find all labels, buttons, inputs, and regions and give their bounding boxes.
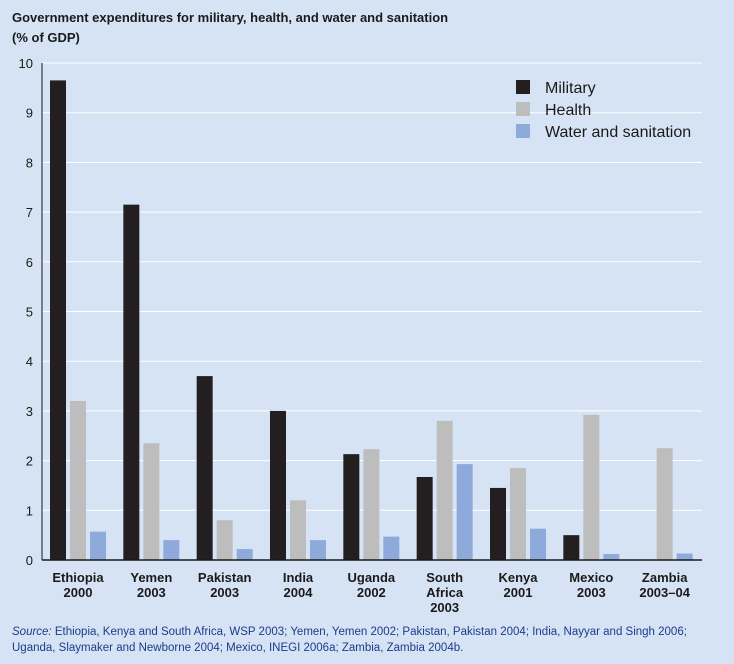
x-tick-label: Pakistan 2003 [198, 570, 252, 600]
bar-health-0 [70, 400, 86, 560]
x-tick-label: India 2004 [283, 570, 314, 600]
x-tick-label: Yemen 2003 [130, 570, 172, 600]
bar-health-6 [510, 468, 526, 560]
chart-title: Government expenditures for military, he… [12, 10, 449, 25]
source-note: Source: Ethiopia, Kenya and South Africa… [12, 624, 727, 656]
source-label: Source: [12, 626, 52, 638]
legend-label: Health [545, 102, 591, 119]
bar-military-2 [196, 376, 213, 560]
y-tick-label: 1 [26, 503, 33, 518]
bar-health-7 [583, 414, 600, 560]
bar-water-and-sanitation-0 [90, 531, 106, 560]
bar-health-8 [656, 448, 673, 560]
bar-water-and-sanitation-7 [603, 554, 620, 560]
x-tick-label: Uganda 2002 [347, 570, 395, 600]
bar-water-and-sanitation-6 [530, 528, 546, 560]
bar-military-4 [343, 454, 360, 560]
bar-water-and-sanitation-4 [383, 536, 400, 560]
bar-military-3 [270, 410, 286, 560]
bar-water-and-sanitation-2 [236, 549, 253, 560]
legend-swatch [516, 80, 530, 94]
x-tick-label: Zambia 2003–04 [639, 570, 690, 600]
source-text: Ethiopia, Kenya and South Africa, WSP 20… [12, 626, 687, 654]
legend-label: Military [545, 80, 596, 97]
bar-water-and-sanitation-1 [163, 540, 180, 560]
y-tick-label: 3 [26, 404, 33, 419]
x-tick-label: Mexico 2003 [569, 570, 613, 600]
bar-health-5 [436, 420, 453, 560]
bar-chart: 0 1 2 3 4 5 6 7 8 9 10 Ethiopia 2000 Yemen 2003 Pakista… [19, 56, 702, 615]
bar-health-4 [363, 449, 380, 560]
legend-swatch [516, 102, 530, 116]
y-tick-label: 4 [26, 354, 33, 369]
bar-water-and-sanitation-3 [310, 540, 326, 560]
bar-military-5 [416, 477, 433, 560]
bar-water-and-sanitation-5 [456, 464, 473, 560]
x-tick-label: Ethiopia 2000 [52, 570, 104, 600]
x-tick-label: Kenya 2001 [498, 570, 538, 600]
y-tick-label: 9 [26, 106, 33, 121]
legend-swatch [516, 124, 530, 138]
bar-health-2 [216, 520, 233, 560]
bar-military-1 [123, 204, 140, 560]
y-tick-label: 0 [26, 553, 33, 568]
y-tick-label: 6 [26, 255, 33, 270]
bar-water-and-sanitation-8 [676, 553, 693, 560]
bar-health-3 [290, 500, 306, 560]
y-tick-label: 5 [26, 305, 33, 320]
bar-military-6 [490, 487, 506, 560]
bar-health-1 [143, 443, 160, 560]
bar-military-0 [50, 80, 66, 561]
y-tick-label: 7 [26, 205, 33, 220]
x-tick-label: South Africa 2003 [426, 570, 464, 615]
y-tick-label: 8 [26, 155, 33, 170]
legend-label: Water and sanitation [545, 124, 691, 141]
chart-subtitle: (% of GDP) [12, 30, 80, 45]
y-tick-label: 10 [19, 56, 33, 71]
y-tick-label: 2 [26, 454, 33, 469]
bar-military-7 [563, 535, 580, 560]
